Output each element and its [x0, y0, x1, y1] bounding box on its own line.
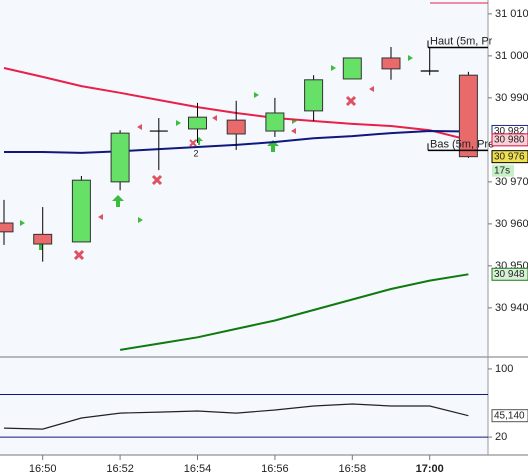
countdown: 17s [494, 165, 510, 176]
signals [20, 55, 413, 261]
x-tick-label: 16:52 [106, 463, 134, 475]
price-plot [0, 47, 478, 351]
level-label: Bas (5m, Pre [430, 138, 494, 150]
candle-body [458, 74, 478, 158]
y-tick-label: 30 990 [495, 92, 528, 104]
indicator-line [3, 403, 469, 430]
price-label-box [491, 267, 528, 281]
x-tick-label: 16:54 [184, 463, 212, 475]
y-tick-label: 20 [495, 431, 507, 443]
down-cross [151, 174, 163, 186]
candle-body [33, 233, 53, 245]
price-label-box [491, 133, 528, 147]
down-cross [189, 139, 197, 147]
candle-body [342, 57, 362, 80]
y-tick-label: 31 000 [495, 50, 528, 62]
candle-body [226, 119, 246, 135]
x-tick-label: 16:58 [339, 463, 367, 475]
price-label-box [491, 150, 528, 164]
candle-body [71, 179, 91, 243]
down-cross [73, 249, 85, 261]
level-label: Haut (5m, Pr [430, 35, 493, 47]
candle-body [0, 222, 14, 233]
up-arrow [112, 195, 124, 207]
candle-body [110, 132, 130, 183]
price-panel [0, 0, 488, 357]
marker-label: 2 [193, 148, 198, 158]
price-label: 30 976 [494, 151, 525, 162]
y-tick-label: 100 [495, 363, 513, 375]
x-tick-label: 16:56 [261, 463, 289, 475]
y-tick-label: 30 970 [495, 176, 528, 188]
value-label-box [491, 409, 528, 423]
candle-body [188, 116, 207, 130]
candle-body [304, 79, 324, 112]
price-label: 30 948 [494, 269, 525, 280]
x-tick-label: 16:50 [29, 463, 57, 475]
x-tick-label: 17:00 [416, 463, 444, 475]
price-label: 30 982 [494, 126, 525, 137]
y-tick-label: 31 010 [495, 8, 528, 20]
price-label: 30 980 [494, 135, 525, 146]
value-label: 45,140 [494, 410, 525, 421]
candle-body [381, 57, 401, 70]
indicator-line [119, 273, 469, 351]
y-tick-label: 30 940 [495, 302, 528, 314]
y-tick-label: 30 960 [495, 218, 528, 230]
countdown-box [492, 164, 514, 177]
down-cross [345, 95, 357, 107]
candle-body [265, 112, 285, 132]
